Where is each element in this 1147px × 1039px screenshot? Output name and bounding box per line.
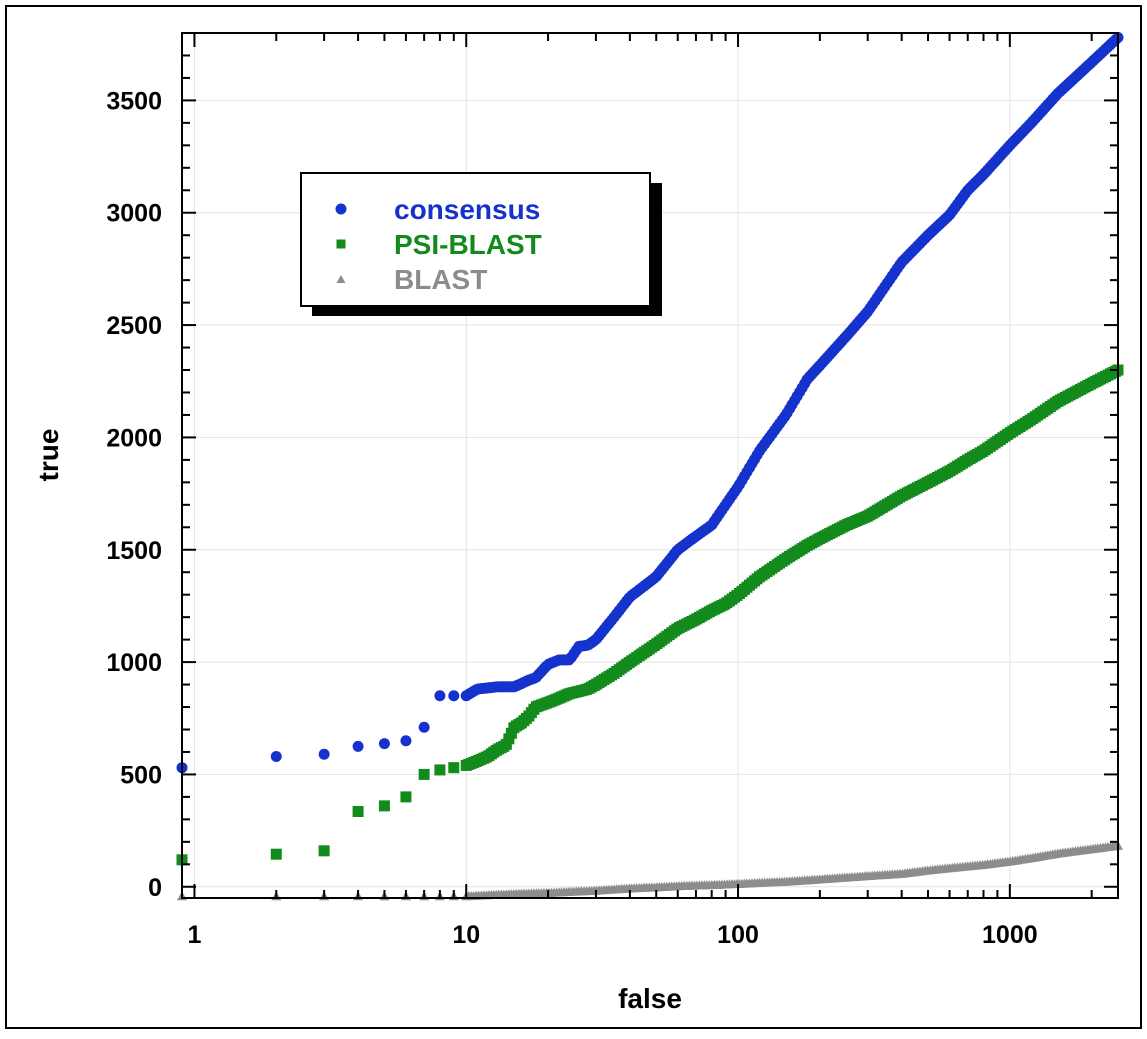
figure-frame — [5, 5, 1142, 1029]
legend-marker — [336, 239, 346, 249]
data-point — [270, 848, 282, 860]
data-point — [378, 738, 390, 750]
data-point — [352, 806, 364, 817]
x-tick-label: 10 — [452, 921, 480, 949]
data-point — [448, 762, 460, 774]
data-point — [500, 738, 512, 750]
legend-box — [300, 172, 651, 307]
y-tick-label: 3500 — [106, 87, 162, 115]
legend-items: consensus PSI-BLAST BLAST — [335, 194, 542, 295]
data-point — [434, 690, 446, 702]
data-point — [270, 750, 282, 762]
data-point — [400, 791, 412, 803]
data-point — [503, 733, 515, 745]
data-point — [352, 740, 364, 752]
data-point — [418, 768, 430, 780]
y-tick-label: 1500 — [106, 537, 162, 565]
legend-marker — [336, 274, 346, 284]
data-points — [176, 31, 1124, 901]
tick-labels: 1 10 100 1000 0 500 1000 1500 2000 2500 3000 3500 — [106, 87, 1037, 949]
y-tick-label: 0 — [148, 874, 162, 902]
axis-ticks — [182, 32, 1118, 898]
y-tick-label: 2500 — [106, 312, 162, 340]
x-tick-label: 1 — [187, 921, 201, 949]
y-tick-label: 3000 — [106, 200, 162, 228]
x-tick-label: 100 — [717, 921, 759, 949]
data-point — [434, 764, 446, 776]
series-psi-blast — [176, 364, 1124, 866]
data-point — [318, 845, 330, 857]
data-point — [418, 721, 430, 733]
data-point — [505, 727, 517, 739]
legend-label: PSI-BLAST — [394, 229, 542, 260]
series-blast — [177, 840, 1123, 901]
x-axis-title: false — [618, 983, 682, 1014]
y-tick-label: 1000 — [106, 649, 162, 677]
legend: consensus PSI-BLAST BLAST — [300, 172, 662, 316]
y-tick-label: 2000 — [106, 424, 162, 452]
x-tick-label: 1000 — [982, 921, 1038, 949]
data-point — [378, 800, 390, 812]
legend-marker — [335, 203, 347, 215]
plot-frame — [181, 32, 1119, 899]
data-point — [448, 690, 460, 702]
data-point — [318, 748, 330, 760]
series-consensus — [176, 31, 1124, 774]
data-point — [400, 735, 412, 747]
y-tick-label: 500 — [120, 761, 162, 789]
legend-label: BLAST — [394, 264, 487, 295]
y-axis-title: true — [33, 429, 64, 482]
legend-label: consensus — [394, 194, 540, 225]
